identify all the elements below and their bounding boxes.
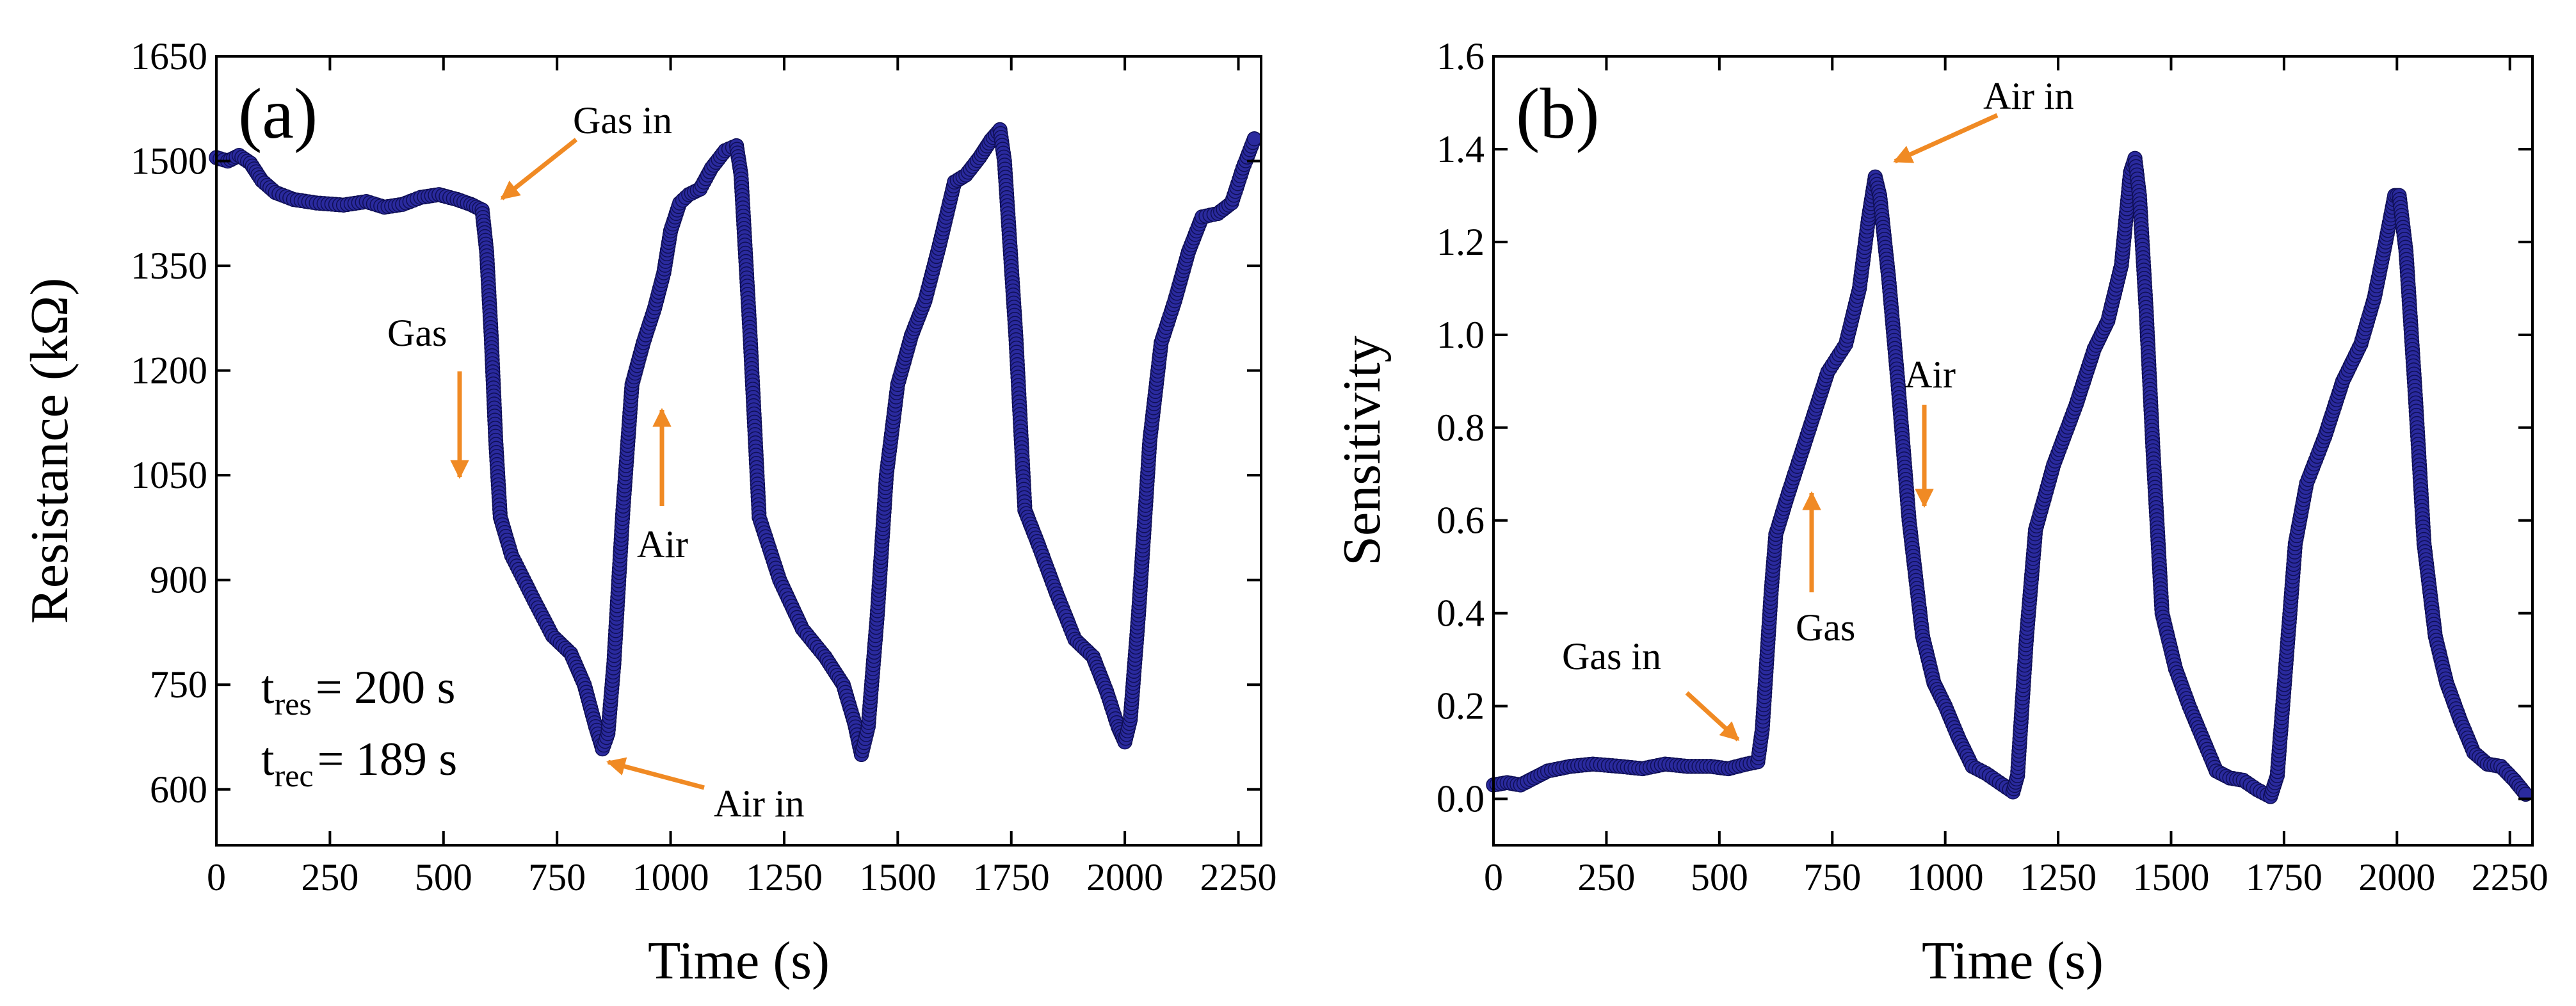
- a-x-tick-label: 2000: [1086, 856, 1163, 898]
- a-gas-in-arrow: [500, 138, 578, 200]
- b-y-tick-label: 1.4: [1437, 128, 1485, 170]
- a-response-time-subscript: res: [275, 686, 312, 722]
- b-x-tick-label: 500: [1691, 856, 1748, 898]
- b-x-axis: 0 250 500 750 1000 1250 1500 1750 2000 2250: [1484, 56, 2548, 898]
- b-x-tick-label: 1250: [2020, 856, 2097, 898]
- b-x-tick-label: 2000: [2358, 856, 2435, 898]
- a-plot-frame: [215, 55, 1262, 847]
- a-x-axis-title: Time (s): [648, 931, 830, 991]
- chart-b: 0 250 500 750 1000 1250 1500 1750 2000 2250 0.00.…: [1332, 35, 2548, 991]
- a-y-tick-label: 1500: [131, 140, 207, 183]
- b-y-tick-label: 1.0: [1437, 314, 1485, 356]
- a-x-tick-label: 1750: [973, 856, 1050, 898]
- a-panel-label: (a): [238, 74, 318, 154]
- b-annotation-gas: Gas: [1796, 606, 1855, 649]
- a-y-tick-label: 750: [150, 663, 207, 706]
- b-y-tick-label: 0.8: [1437, 407, 1485, 449]
- b-y-tick-label: 1.2: [1437, 221, 1485, 263]
- b-annotation-air: Air: [1904, 353, 1956, 396]
- a-x-axis: 0 250 500 750 1000 1250 1500 1750 2000 2250: [207, 56, 1277, 898]
- b-data-points: [1486, 150, 2534, 804]
- a-data-points: [209, 122, 1262, 763]
- a-y-axis-title: Resistance (kΩ): [20, 278, 79, 624]
- b-x-tick-label: 250: [1577, 856, 1635, 898]
- a-annotation-air: Air: [637, 523, 688, 565]
- a-y-tick-label: 900: [150, 559, 207, 601]
- b-air-in-arrow: [1893, 113, 1999, 164]
- b-y-axis: 0.0 0.2 0.4 0.6 0.8 1.0 1.2 1.4 1.6: [1437, 35, 2532, 820]
- b-x-tick-label: 2250: [2472, 856, 2548, 898]
- a-x-tick-label: 0: [207, 856, 226, 898]
- b-x-tick-label: 1000: [1907, 856, 1984, 898]
- a-y-tick-label: 1350: [131, 245, 207, 287]
- a-x-tick-label: 1250: [746, 856, 823, 898]
- a-data-point: [1246, 131, 1262, 147]
- a-recovery-time-value: = 189 s: [318, 733, 458, 786]
- a-x-tick-label: 250: [301, 856, 358, 898]
- b-y-tick-label: 0.6: [1437, 499, 1485, 542]
- a-x-tick-label: 1000: [632, 856, 709, 898]
- a-recovery-time-subscript: rec: [275, 758, 314, 793]
- b-plot-frame: [1492, 55, 2534, 847]
- a-response-time-symbol: t: [261, 661, 275, 714]
- b-annotation-air-in: Air in: [1983, 75, 2074, 117]
- b-y-tick-label: 0.4: [1437, 592, 1485, 635]
- a-x-tick-label: 750: [528, 856, 586, 898]
- b-x-tick-label: 0: [1484, 856, 1503, 898]
- b-y-axis-title: Sensitivity: [1332, 336, 1392, 565]
- a-y-axis: 600 750 900 1050 1200 1350 1500 1650: [131, 35, 1261, 811]
- b-y-tick-label: 0.2: [1437, 685, 1485, 727]
- a-annotation-gas-in: Gas in: [573, 99, 672, 142]
- b-gas-in-arrow: [1685, 691, 1740, 742]
- b-x-axis-title: Time (s): [1922, 931, 2104, 991]
- a-recovery-time-label: trec= 189 s: [261, 733, 457, 793]
- a-recovery-time-symbol: t: [261, 733, 275, 786]
- a-annotation-gas: Gas: [387, 312, 447, 354]
- chart-a: 0 250 500 750 1000 1250 1500 1750 2000 2250 600 75…: [20, 35, 1277, 991]
- a-y-tick-label: 1200: [131, 350, 207, 392]
- a-air-in-arrow: [606, 757, 705, 790]
- a-y-tick-label: 600: [150, 768, 207, 811]
- a-y-tick-label: 1050: [131, 454, 207, 496]
- a-y-tick-label: 1650: [131, 35, 207, 77]
- a-response-time-value: = 200 s: [316, 661, 456, 714]
- a-x-tick-label: 2250: [1200, 856, 1277, 898]
- b-panel-label: (b): [1516, 74, 1600, 154]
- b-annotation-gas-in: Gas in: [1562, 635, 1661, 677]
- b-y-tick-label: 0.0: [1437, 778, 1485, 820]
- b-x-tick-label: 1500: [2132, 856, 2209, 898]
- a-x-tick-label: 500: [415, 856, 472, 898]
- b-x-tick-label: 750: [1803, 856, 1861, 898]
- a-x-tick-label: 1500: [859, 856, 936, 898]
- b-x-tick-label: 1750: [2246, 856, 2322, 898]
- b-y-tick-label: 1.6: [1437, 35, 1485, 77]
- a-response-time-label: tres= 200 s: [261, 661, 455, 722]
- a-annotation-air-in: Air in: [714, 783, 805, 825]
